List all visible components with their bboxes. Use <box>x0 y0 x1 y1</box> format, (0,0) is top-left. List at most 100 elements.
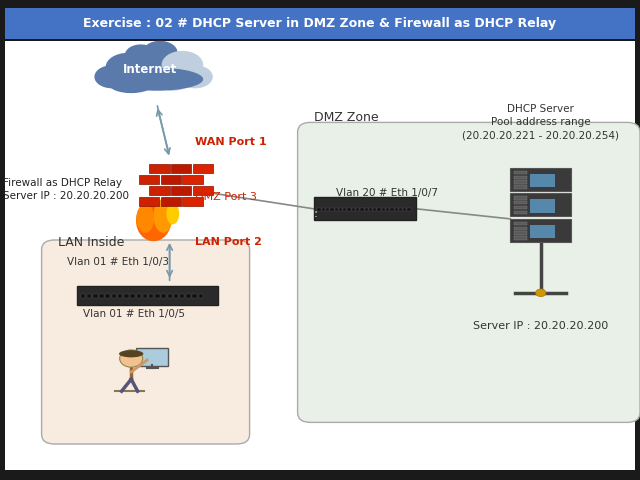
FancyBboxPatch shape <box>111 294 116 298</box>
FancyBboxPatch shape <box>326 208 329 211</box>
FancyBboxPatch shape <box>139 175 159 184</box>
FancyBboxPatch shape <box>186 294 191 298</box>
FancyBboxPatch shape <box>515 180 527 184</box>
FancyBboxPatch shape <box>511 219 571 242</box>
Ellipse shape <box>106 53 150 82</box>
Circle shape <box>536 289 546 297</box>
FancyBboxPatch shape <box>149 186 170 195</box>
FancyBboxPatch shape <box>87 294 92 298</box>
FancyBboxPatch shape <box>193 294 197 298</box>
FancyBboxPatch shape <box>139 197 159 206</box>
FancyBboxPatch shape <box>131 294 135 298</box>
FancyBboxPatch shape <box>5 41 635 470</box>
FancyBboxPatch shape <box>515 206 527 209</box>
Ellipse shape <box>143 41 178 65</box>
FancyBboxPatch shape <box>124 294 129 298</box>
Circle shape <box>120 350 143 367</box>
Text: WAN Port 1: WAN Port 1 <box>195 137 267 146</box>
FancyBboxPatch shape <box>511 168 571 191</box>
FancyBboxPatch shape <box>155 294 159 298</box>
FancyBboxPatch shape <box>335 208 338 211</box>
FancyBboxPatch shape <box>77 286 218 305</box>
FancyBboxPatch shape <box>530 225 556 238</box>
FancyBboxPatch shape <box>5 8 635 39</box>
FancyBboxPatch shape <box>81 294 85 298</box>
Ellipse shape <box>111 68 204 91</box>
Ellipse shape <box>95 65 129 88</box>
FancyBboxPatch shape <box>348 208 351 211</box>
FancyBboxPatch shape <box>381 208 385 211</box>
FancyBboxPatch shape <box>339 208 342 211</box>
FancyBboxPatch shape <box>180 294 184 298</box>
FancyBboxPatch shape <box>298 122 640 422</box>
FancyBboxPatch shape <box>395 208 398 211</box>
Text: Vlan 20 # Eth 1/0/7: Vlan 20 # Eth 1/0/7 <box>336 188 438 198</box>
FancyBboxPatch shape <box>171 186 191 195</box>
FancyBboxPatch shape <box>143 294 147 298</box>
FancyBboxPatch shape <box>149 164 170 173</box>
FancyBboxPatch shape <box>330 208 333 211</box>
FancyBboxPatch shape <box>515 211 527 214</box>
Ellipse shape <box>136 201 172 241</box>
Text: Vlan 01 # Eth 1/0/5: Vlan 01 # Eth 1/0/5 <box>83 310 185 319</box>
FancyBboxPatch shape <box>515 201 527 204</box>
FancyBboxPatch shape <box>118 294 122 298</box>
FancyBboxPatch shape <box>136 348 168 366</box>
FancyBboxPatch shape <box>193 164 213 173</box>
FancyBboxPatch shape <box>161 197 181 206</box>
FancyBboxPatch shape <box>161 175 181 184</box>
FancyBboxPatch shape <box>378 208 381 211</box>
FancyBboxPatch shape <box>386 208 389 211</box>
Ellipse shape <box>156 72 191 91</box>
FancyBboxPatch shape <box>408 208 411 211</box>
FancyBboxPatch shape <box>93 294 97 298</box>
FancyBboxPatch shape <box>182 175 203 184</box>
FancyBboxPatch shape <box>515 236 527 240</box>
FancyBboxPatch shape <box>356 208 359 211</box>
Ellipse shape <box>178 65 212 88</box>
FancyBboxPatch shape <box>182 197 203 206</box>
Text: Server IP : 20.20.20.200: Server IP : 20.20.20.200 <box>473 322 609 331</box>
FancyBboxPatch shape <box>314 197 416 220</box>
FancyBboxPatch shape <box>193 186 213 195</box>
FancyBboxPatch shape <box>511 193 571 216</box>
Ellipse shape <box>122 61 179 88</box>
FancyBboxPatch shape <box>317 208 321 211</box>
Ellipse shape <box>154 199 173 233</box>
FancyBboxPatch shape <box>373 208 376 211</box>
FancyBboxPatch shape <box>365 208 368 211</box>
FancyBboxPatch shape <box>360 208 364 211</box>
FancyBboxPatch shape <box>352 208 355 211</box>
FancyBboxPatch shape <box>343 208 346 211</box>
FancyBboxPatch shape <box>198 294 203 298</box>
Ellipse shape <box>125 44 157 66</box>
FancyBboxPatch shape <box>171 164 191 173</box>
FancyBboxPatch shape <box>322 208 325 211</box>
Text: DMZ Zone: DMZ Zone <box>314 111 378 124</box>
FancyBboxPatch shape <box>99 294 104 298</box>
FancyBboxPatch shape <box>369 208 372 211</box>
Text: LAN Inside: LAN Inside <box>58 236 124 249</box>
FancyBboxPatch shape <box>515 227 527 230</box>
FancyBboxPatch shape <box>174 294 178 298</box>
Text: DMZ Port 3: DMZ Port 3 <box>195 192 257 202</box>
FancyBboxPatch shape <box>515 231 527 235</box>
Text: Vlan 01 # Eth 1/0/3: Vlan 01 # Eth 1/0/3 <box>67 257 169 266</box>
FancyBboxPatch shape <box>515 196 527 200</box>
Ellipse shape <box>109 75 154 93</box>
Text: Exercise : 02 # DHCP Server in DMZ Zone & Firewall as DHCP Relay: Exercise : 02 # DHCP Server in DMZ Zone … <box>83 17 557 30</box>
FancyBboxPatch shape <box>390 208 394 211</box>
Ellipse shape <box>136 204 154 233</box>
FancyBboxPatch shape <box>168 294 172 298</box>
FancyBboxPatch shape <box>149 294 154 298</box>
Text: LAN Port 2: LAN Port 2 <box>195 238 262 247</box>
Text: Internet: Internet <box>124 63 177 76</box>
FancyBboxPatch shape <box>515 185 527 189</box>
FancyBboxPatch shape <box>399 208 402 211</box>
FancyBboxPatch shape <box>106 294 110 298</box>
Ellipse shape <box>161 51 204 79</box>
FancyBboxPatch shape <box>161 294 166 298</box>
FancyBboxPatch shape <box>42 240 250 444</box>
FancyBboxPatch shape <box>315 216 317 217</box>
Ellipse shape <box>166 203 179 225</box>
